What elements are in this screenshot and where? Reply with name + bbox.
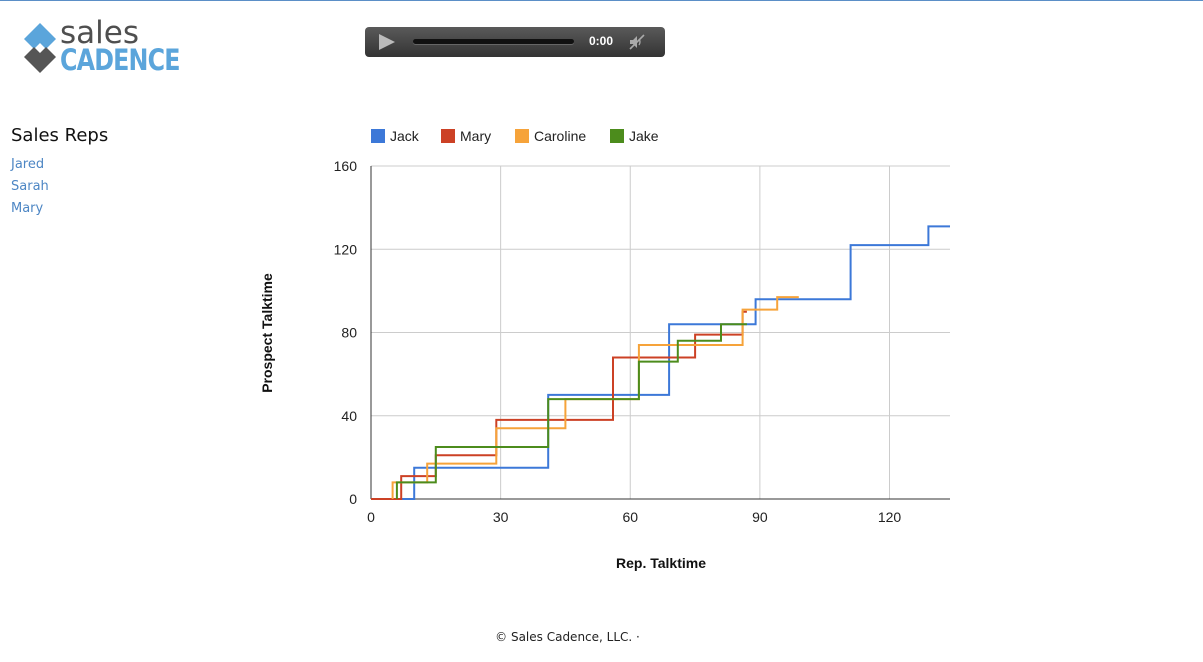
legend-swatch-caroline: [515, 129, 529, 143]
series-line-mary: [371, 310, 747, 500]
series-line-jack: [371, 225, 950, 500]
y-tick-label: 0: [349, 491, 357, 507]
legend-label-jake: Jake: [629, 128, 659, 144]
x-axis-label: Rep. Talktime: [616, 555, 706, 571]
current-time: 0:00: [589, 34, 614, 48]
y-tick-label: 160: [334, 158, 358, 174]
logo-mark-icon: [24, 23, 56, 73]
y-tick-label: 80: [341, 325, 357, 341]
rep-link-jared[interactable]: Jared: [11, 157, 45, 172]
y-tick-label: 40: [341, 408, 357, 424]
sales-cadence-logo[interactable]: sales CADENCE: [20, 15, 181, 77]
audio-player: 0:00: [365, 27, 665, 57]
rep-link-sarah[interactable]: Sarah: [11, 179, 49, 194]
legend-swatch-jake: [610, 129, 624, 143]
legend-swatch-mary: [441, 129, 455, 143]
rep-link-mary[interactable]: Mary: [11, 201, 44, 216]
series-line-jake: [395, 323, 747, 499]
logo-word-cadence: CADENCE: [60, 43, 181, 77]
y-axis-label: Prospect Talktime: [259, 273, 275, 393]
footer-copyright: © Sales Cadence, LLC. ·: [495, 630, 640, 644]
seek-bar[interactable]: [413, 39, 574, 44]
x-tick-label: 120: [878, 509, 902, 525]
logo-word-sales: sales: [60, 15, 139, 51]
legend-label-jack: Jack: [390, 128, 420, 144]
x-tick-label: 90: [752, 509, 768, 525]
legend-label-caroline: Caroline: [534, 128, 586, 144]
x-tick-label: 60: [622, 509, 638, 525]
legend-swatch-jack: [371, 129, 385, 143]
x-tick-label: 0: [367, 509, 375, 525]
y-tick-label: 120: [334, 241, 358, 257]
x-tick-label: 30: [493, 509, 509, 525]
talktime-chart: 0 40 80 120 160 0 30 60 90 120 Jack Mary Caroline Jak…: [259, 128, 950, 571]
legend-label-mary: Mary: [460, 128, 491, 144]
volume-muted-icon[interactable]: [628, 33, 646, 51]
play-icon[interactable]: [379, 34, 395, 50]
sales-reps-title: Sales Reps: [11, 125, 109, 146]
sales-reps-panel: Sales Reps Jared Sarah Mary: [11, 125, 211, 220]
